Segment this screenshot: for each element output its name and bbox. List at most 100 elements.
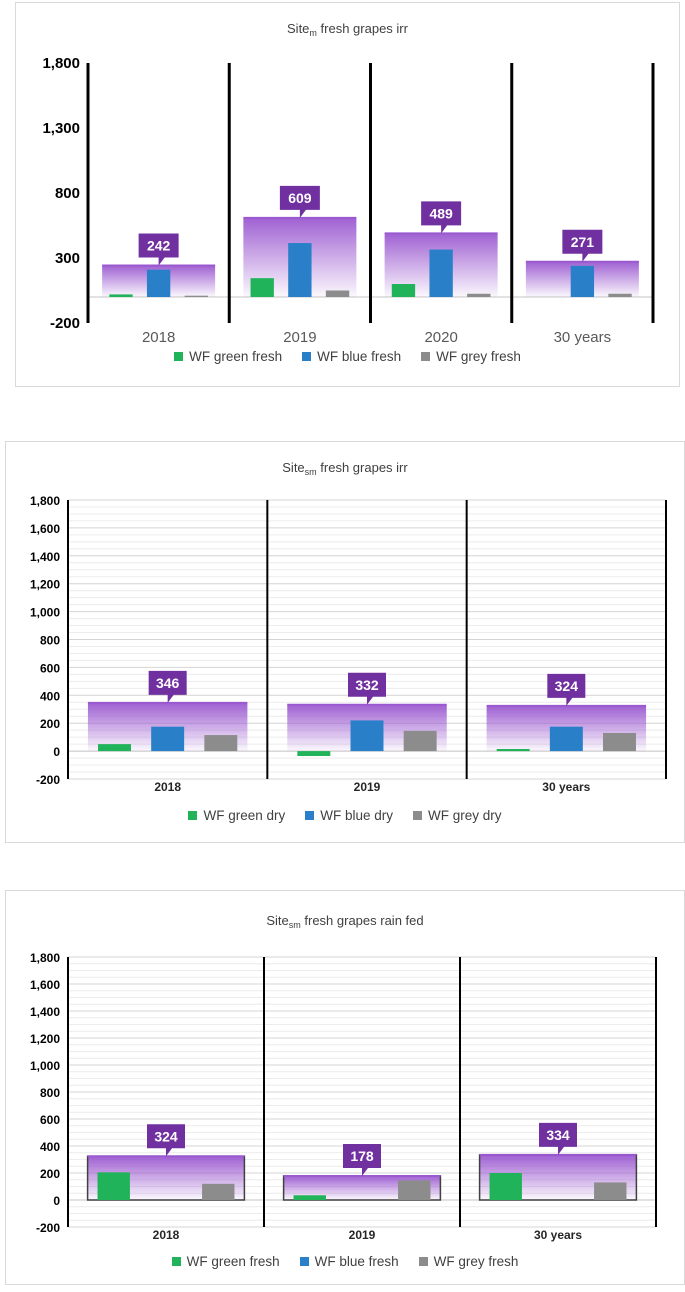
chart-title-main: Site [287, 21, 310, 36]
total-callout [138, 233, 179, 266]
total-label: 346 [156, 675, 180, 691]
y-tick-label: 800 [55, 185, 80, 202]
bar-wf-green-fresh [109, 294, 133, 297]
legend-swatch [418, 1257, 428, 1266]
bar-wf-grey-fresh [467, 293, 491, 297]
legend-label: WF green fresh [189, 349, 283, 364]
total-label: 271 [571, 234, 595, 250]
legend-label: WF blue fresh [314, 1254, 399, 1269]
bar-wf-blue-dry [350, 720, 384, 752]
x-category-label: 2020 [424, 329, 457, 346]
chart-plot: 1,800 1,600 1,400 1,200 1,000 800 600 400 200 0 -2… [30, 951, 657, 1242]
chart-plot: 1,800 1,300 800 300 -200 242 2018 609 2019 489 202… [42, 55, 655, 346]
total-callout [421, 201, 462, 234]
chart-panel-site-sm-irr: Sitesm fresh grapes irr 1,800 1,600 1,400 1… [5, 441, 685, 843]
chart-title-main: Site [282, 460, 305, 475]
bar-wf-blue-fresh [146, 269, 171, 297]
bar-wf-grey-fresh [325, 290, 350, 297]
bar-wf-blue-fresh [429, 249, 453, 297]
total-callout [348, 672, 386, 705]
y-tick-label: 300 [55, 250, 80, 267]
y-tick-label: 400 [40, 1140, 60, 1154]
y-tick-label: 1,600 [30, 522, 60, 536]
x-category-label: 2019 [349, 1228, 376, 1242]
x-category-label: 30 years [534, 1228, 582, 1242]
y-tick-label: -200 [50, 315, 80, 332]
total-label: 324 [154, 1128, 178, 1144]
legend-label: WF blue fresh [317, 349, 402, 364]
legend-item: WF blue fresh [299, 1254, 399, 1269]
chart-panel-site-sm-rain-fed: Sitesm fresh grapes rain fed 1,800 1,600 1… [5, 890, 685, 1285]
legend-item: WF blue fresh [302, 349, 401, 364]
total-callout [279, 185, 320, 218]
y-tick-label: 1,000 [30, 606, 60, 620]
total-callout [539, 1122, 577, 1155]
y-tick-label: 200 [40, 1167, 60, 1181]
chart-title-sub: sm [288, 920, 301, 930]
x-category-label: 2018 [153, 1228, 180, 1242]
y-tick-label: 1,800 [30, 494, 60, 508]
total-label: 489 [429, 205, 453, 221]
legend-label: WF green dry [203, 808, 286, 823]
x-category-label: 2019 [354, 780, 381, 794]
chart-title-main: Site [266, 913, 289, 928]
chart-panel-site-m-irr: Sitem fresh grapes irr 1,800 1,300 800 300 -… [15, 2, 680, 387]
y-tick-label: 0 [53, 745, 60, 759]
legend-swatch [413, 811, 423, 820]
bar-wf-grey-dry [403, 730, 437, 752]
bar-wf-grey-dry [204, 735, 238, 752]
bar-wf-grey-fresh [398, 1180, 431, 1200]
legend-item: WF green fresh [174, 349, 282, 364]
x-category-label: 2019 [283, 329, 316, 346]
legend-item: WF blue dry [305, 808, 393, 823]
legend-swatch [174, 352, 184, 361]
y-tick-label: 1,300 [42, 120, 80, 137]
total-callout [148, 670, 187, 703]
chart-title: Sitesm fresh grapes rain fed [6, 913, 684, 930]
legend-swatch [305, 811, 315, 820]
y-tick-label: 1,800 [30, 951, 60, 965]
bar-wf-blue-dry [549, 726, 583, 752]
bar-wf-green-fresh [97, 1172, 130, 1200]
bar-wf-grey-fresh [594, 1182, 627, 1200]
bar-wf-green-dry [98, 744, 131, 752]
y-tick-label: 1,400 [30, 1005, 60, 1019]
y-tick-label: 1,600 [30, 978, 60, 992]
bar-wf-grey-fresh [202, 1183, 235, 1200]
chart-title: Sitesm fresh grapes irr [6, 460, 684, 477]
bar-wf-grey-fresh [184, 295, 208, 297]
y-tick-label: 0 [53, 1194, 60, 1208]
bar-wf-green-fresh [250, 278, 274, 297]
y-tick-label: -200 [36, 773, 60, 787]
bar-wf-green-fresh [391, 284, 416, 297]
x-category-label: 2018 [154, 780, 181, 794]
legend-swatch [421, 352, 431, 361]
total-label: 332 [355, 677, 379, 693]
legend-item: WF green fresh [171, 1254, 280, 1269]
y-tick-label: 1,200 [30, 1032, 60, 1046]
chart-title-sub: m [309, 28, 317, 38]
chart-legend: WF green fresh WF blue fresh WF grey fre… [16, 349, 679, 364]
legend-swatch [299, 1257, 309, 1266]
total-callout [562, 229, 603, 262]
y-tick-label: -200 [36, 1221, 60, 1235]
legend-label: WF grey fresh [433, 1254, 519, 1269]
legend-label: WF grey fresh [436, 349, 521, 364]
y-tick-label: 1,800 [42, 55, 80, 72]
chart-title-rest: fresh grapes irr [316, 460, 408, 475]
x-category-label: 2018 [142, 329, 175, 346]
y-tick-label: 200 [40, 717, 60, 731]
total-label: 178 [350, 1148, 374, 1164]
chart-title-rest: fresh grapes irr [316, 21, 408, 36]
chart-title: Sitem fresh grapes irr [16, 21, 679, 38]
bar-wf-blue-dry [151, 726, 185, 752]
legend-label: WF green fresh [186, 1254, 280, 1269]
legend-label: WF grey dry [428, 808, 502, 823]
bar-wf-green-fresh [489, 1173, 522, 1200]
legend-swatch [188, 811, 198, 820]
total-label: 324 [555, 678, 579, 694]
total-label: 334 [546, 1127, 570, 1143]
legend-item: WF grey dry [413, 808, 502, 823]
x-category-label: 30 years [554, 329, 612, 346]
legend-swatch [171, 1257, 181, 1266]
